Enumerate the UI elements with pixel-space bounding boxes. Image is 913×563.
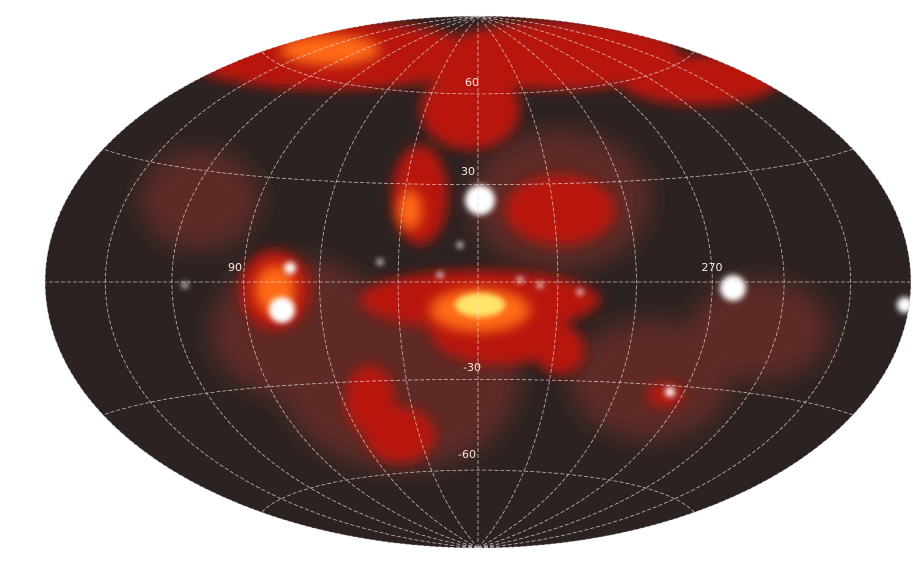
latitude-line [102,148,854,185]
bright-sources [182,185,911,397]
grid-label: -60 [458,448,476,461]
latitude-line [261,469,695,513]
longitude-line [477,15,559,549]
longitude-line [477,15,852,549]
longitude-line [477,15,713,549]
longitude-line [477,15,785,549]
longitude-line [171,15,479,549]
grid-label: 270 [702,261,723,274]
grid-label: 90 [228,261,242,274]
yellow-emission [455,293,505,317]
longitude-line [397,15,479,549]
grid-label: -30 [463,361,481,374]
longitude-line [243,15,479,549]
grid-labels: 60 30 90 270 -30 -60 [228,76,723,461]
grid-label: 30 [461,165,475,178]
coordinate-grid [44,15,912,549]
longitude-line [319,15,479,549]
grid-label: 60 [465,76,479,89]
emission [140,20,911,470]
longitude-line [104,15,479,549]
longitude-line [477,15,637,549]
